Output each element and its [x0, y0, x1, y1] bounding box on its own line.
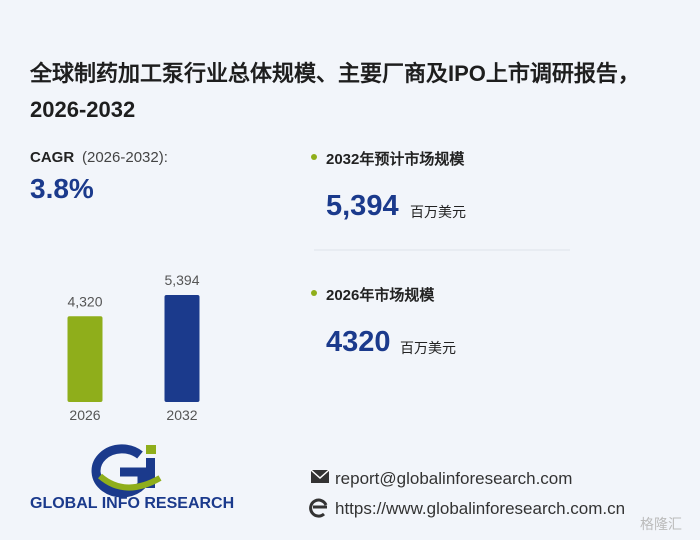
logo-text: GLOBAL INFO RESEARCH	[30, 495, 235, 512]
bar	[67, 316, 103, 402]
email: report@globalinforesearch.com	[335, 469, 573, 488]
cagr-label: CAGR	[30, 149, 75, 166]
bullet	[311, 290, 317, 296]
cagr-period: (2026-2032):	[82, 149, 168, 166]
bullet	[311, 154, 317, 160]
stat-unit: 百万美元	[410, 204, 466, 220]
value-label: 4,320	[67, 293, 102, 309]
mail-flap	[310, 469, 330, 480]
bar	[164, 295, 200, 402]
value-label: 5,394	[164, 272, 199, 288]
website: https://www.globalinforesearch.com.cn	[335, 499, 626, 518]
stat-value: 4320	[326, 326, 391, 358]
stat-value: 5,394	[326, 190, 399, 222]
cagr-value: 3.8%	[30, 173, 94, 204]
x-tick-label: 2026	[69, 407, 100, 423]
logo-mark	[91, 444, 162, 498]
watermark: 格隆汇	[640, 516, 682, 532]
stat-label: 2032年预计市场规模	[326, 151, 465, 168]
stat-label: 2026年市场规模	[326, 287, 435, 304]
web-icon	[309, 498, 328, 518]
x-tick-label: 2032	[166, 407, 197, 423]
title: 全球制药加工泵行业总体规模、主要厂商及IPO上市调研报告，2026-2032	[30, 61, 640, 122]
stat-unit: 百万美元	[400, 340, 456, 356]
